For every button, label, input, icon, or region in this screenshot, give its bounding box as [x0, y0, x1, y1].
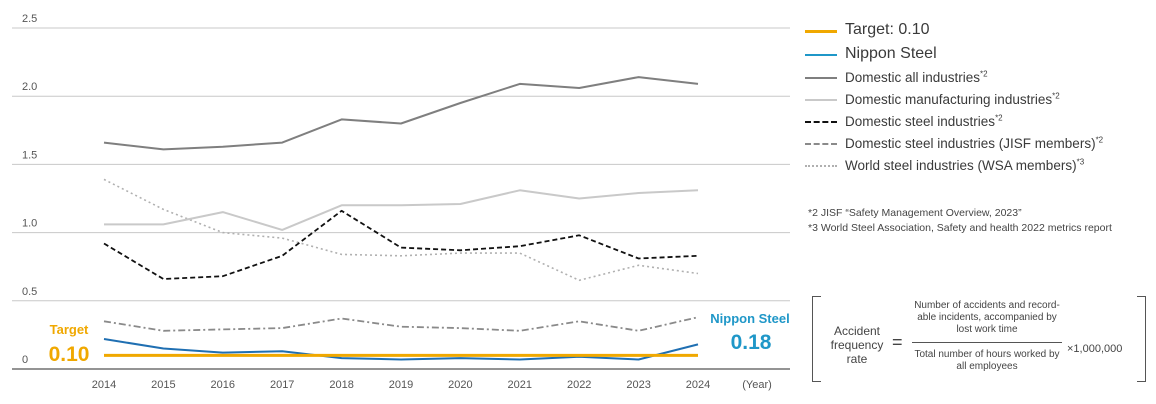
formula-equals: =: [892, 332, 903, 352]
legend-label-wsa-members: World steel industries (WSA members): [845, 157, 1077, 173]
legend-label-domestic-all: Domestic all industries: [845, 69, 981, 85]
y-tick-label: 1.0: [22, 218, 37, 230]
series-line-domestic-steel-industries-jisf-members: [103, 316, 699, 332]
legend-note-jisf-members: *2: [1095, 135, 1104, 145]
x-tick-label-2015: 2015: [151, 379, 175, 391]
x-tick-label-2020: 2020: [448, 379, 472, 391]
x-tick-label-2016: 2016: [211, 379, 235, 391]
x-tick-label-2014: 2014: [92, 379, 116, 391]
legend-note-domestic-all: *2: [980, 69, 988, 79]
footnote-wsa: *3 World Steel Association, Safety and h…: [808, 222, 1112, 234]
legend-label-nippon-steel: Nippon Steel: [845, 45, 937, 62]
nippon-annotation-value: 0.18: [731, 331, 772, 354]
legend-label-target: Target: 0.10: [845, 21, 930, 38]
series-line-world-steel-industries-wsa-members: [103, 178, 699, 282]
nippon-annotation-label: Nippon Steel: [710, 311, 789, 326]
y-tick-label: 2.0: [22, 81, 37, 93]
formula-fraction: Number of accidents and record-able inci…: [912, 300, 1062, 373]
legend-swatch-wsa-members: [805, 165, 837, 167]
legend-item-wsa-members: World steel industries (WSA members)*3: [805, 154, 1150, 176]
formula-fraction-bar: [912, 342, 1062, 343]
legend-item-target: Target: 0.10: [805, 18, 1150, 42]
series-line-domestic-manufacturing-industries: [104, 189, 699, 231]
legend-swatch-domestic-manufacturing: [805, 99, 837, 101]
target-annotation-label: Target: [50, 322, 89, 337]
x-tick-label-2017: 2017: [270, 379, 294, 391]
series-line-domestic-all-industries: [103, 76, 699, 151]
y-tick-label: 2.5: [22, 13, 37, 25]
legend-note-domestic-manufacturing: *2: [1052, 91, 1060, 101]
formula-right-bracket: [1137, 296, 1146, 382]
formula-numerator: Number of accidents and record-able inci…: [914, 300, 1060, 335]
legend-swatch-nippon-steel: [805, 54, 837, 56]
legend-label-jisf-members: Domestic steel industries (JISF members): [845, 135, 1096, 151]
legend-swatch-target: [805, 30, 837, 33]
x-axis-label: (Year): [742, 379, 772, 391]
footnote-jisf: *2 JISF “Safety Management Overview, 202…: [808, 207, 1022, 219]
y-tick-label: 0: [22, 354, 28, 366]
target-annotation-value: 0.10: [49, 343, 90, 366]
x-tick-label-2019: 2019: [389, 379, 413, 391]
legend-note-wsa-members: *3: [1076, 157, 1085, 167]
series-line-nippon-steel: [103, 338, 699, 361]
legend-item-domestic-manufacturing: Domestic manufacturing industries*2: [805, 88, 1150, 110]
legend-item-jisf-members: Domestic steel industries (JISF members)…: [805, 132, 1150, 154]
formula-label: Accident frequency rate: [830, 324, 884, 366]
line-chart: 2.5 2.0 1.5 1.0 0.5 0 2014 2015 2016 2017 2018 2019…: [12, 13, 790, 391]
y-tick-label: 1.5: [22, 149, 37, 161]
x-tick-label-2022: 2022: [567, 379, 591, 391]
formula-denominator: Total number of hours worked by all empl…: [914, 349, 1060, 372]
formula-multiplier: ×1,000,000: [1067, 343, 1123, 355]
y-tick-label: 0.5: [22, 286, 37, 298]
legend-swatch-jisf-members: [805, 143, 837, 145]
footnotes: *2 JISF “Safety Management Overview, 202…: [808, 206, 1138, 236]
x-tick-label-2021: 2021: [508, 379, 532, 391]
legend-label-domestic-manufacturing: Domestic manufacturing industries: [845, 91, 1053, 107]
x-tick-label-2024: 2024: [686, 379, 710, 391]
legend-label-domestic-steel: Domestic steel industries: [845, 113, 996, 129]
accident-rate-formula: Accident frequency rate = Number of acci…: [812, 296, 1146, 382]
x-tick-label-2023: 2023: [626, 379, 650, 391]
formula-left-bracket: [812, 296, 821, 382]
x-tick-label-2018: 2018: [329, 379, 353, 391]
legend-item-domestic-steel: Domestic steel industries*2: [805, 110, 1150, 132]
legend-swatch-domestic-steel: [805, 121, 837, 123]
legend-item-domestic-all: Domestic all industries*2: [805, 66, 1150, 88]
legend-item-nippon-steel: Nippon Steel: [805, 42, 1150, 66]
legend-note-domestic-steel: *2: [995, 113, 1003, 123]
series-line-domestic-steel-industries: [103, 209, 699, 280]
legend: Target: 0.10 Nippon Steel Domestic all i…: [805, 18, 1150, 176]
legend-swatch-domestic-all: [805, 77, 837, 79]
